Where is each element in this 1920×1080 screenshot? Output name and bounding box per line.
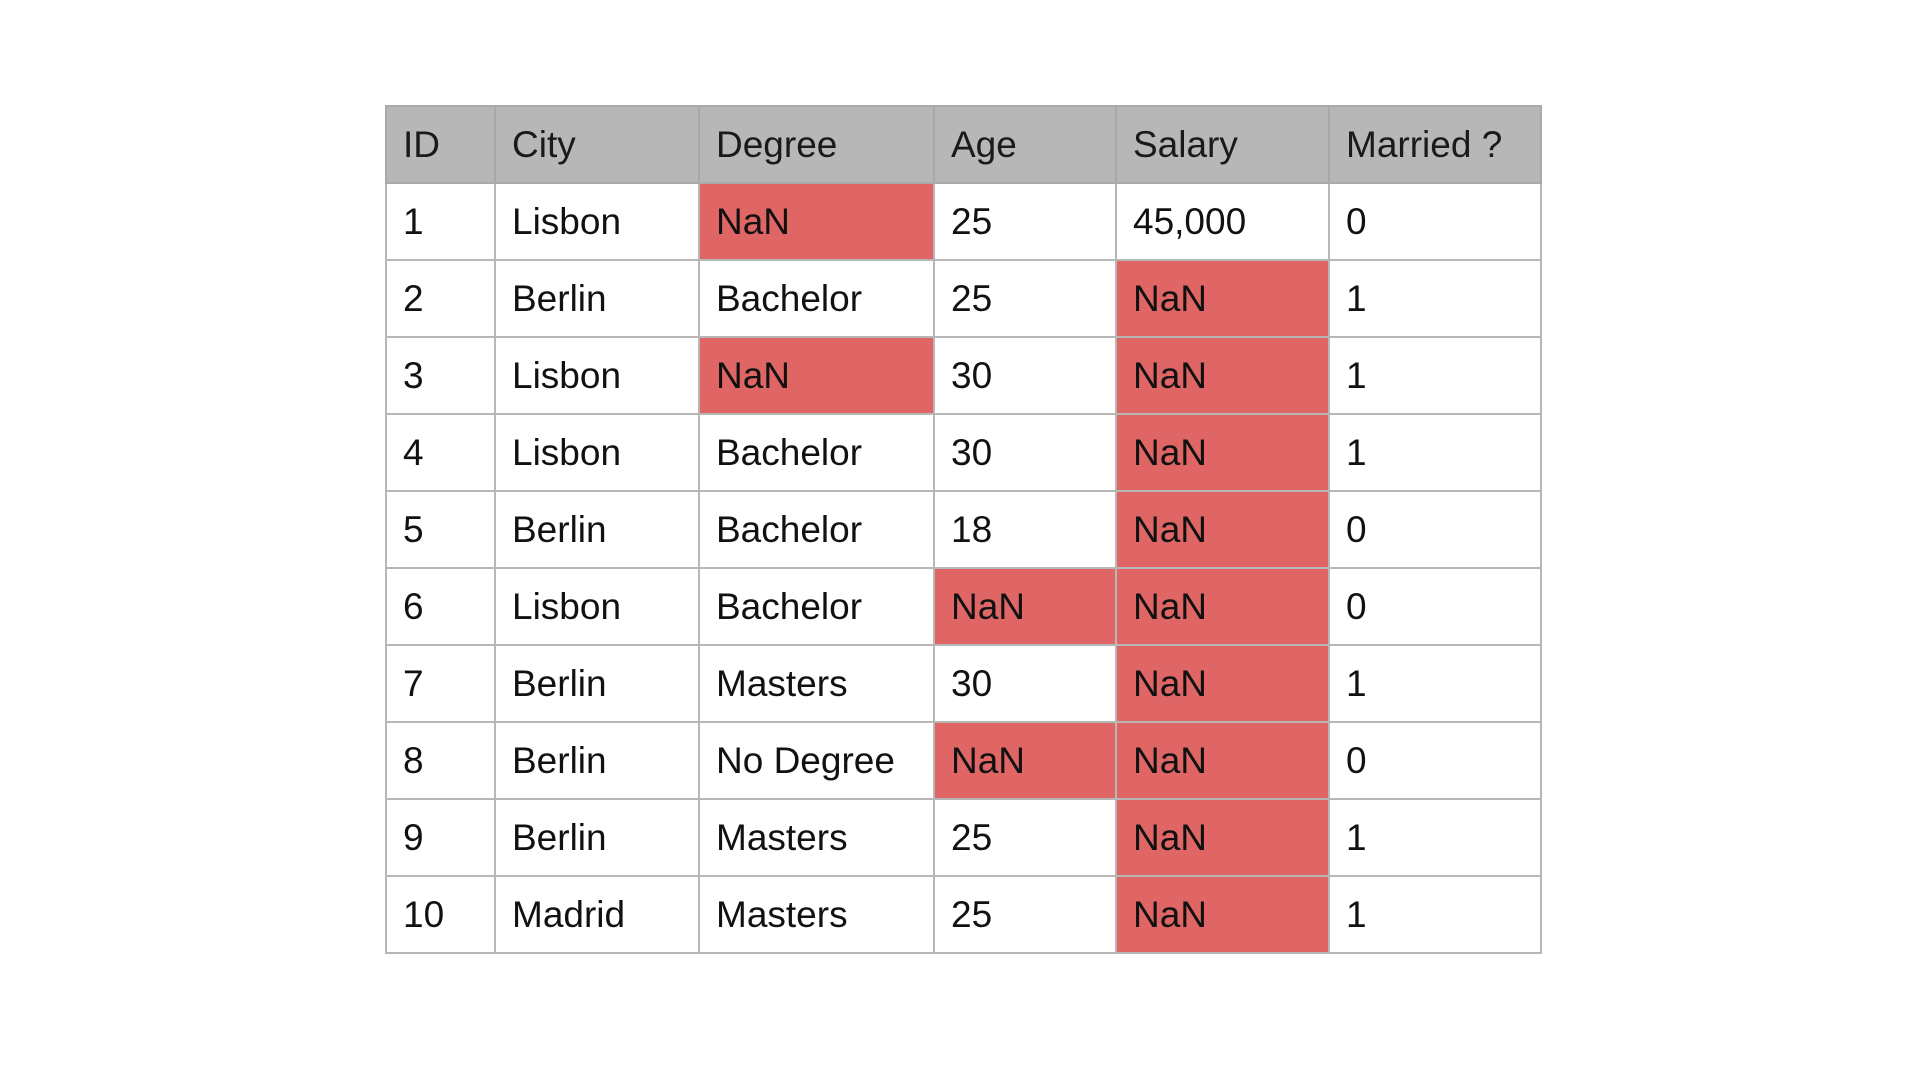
cell-salary: NaN xyxy=(1115,413,1330,492)
table-row: 5 Berlin Bachelor 18 NaN 0 xyxy=(385,490,1542,569)
cell-age: 18 xyxy=(933,490,1117,569)
cell-degree: Masters xyxy=(698,644,935,723)
cell-city: Berlin xyxy=(494,721,700,800)
cell-age: 25 xyxy=(933,875,1117,954)
cell-city: Lisbon xyxy=(494,413,700,492)
table-body: 1 Lisbon NaN 25 45,000 0 2 Berlin Bachelor 25 NaN 1… xyxy=(385,182,1542,954)
cell-salary: NaN xyxy=(1115,336,1330,415)
cell-id: 5 xyxy=(385,490,496,569)
cell-married: 1 xyxy=(1328,413,1542,492)
cell-city: Berlin xyxy=(494,644,700,723)
cell-salary: NaN xyxy=(1115,259,1330,338)
cell-id: 3 xyxy=(385,336,496,415)
table-header: ID City Degree Age Salary Married ? xyxy=(385,105,1542,184)
cell-degree: Bachelor xyxy=(698,567,935,646)
cell-married: 1 xyxy=(1328,875,1542,954)
cell-married: 1 xyxy=(1328,336,1542,415)
cell-degree: Masters xyxy=(698,875,935,954)
cell-id: 2 xyxy=(385,259,496,338)
cell-id: 8 xyxy=(385,721,496,800)
cell-degree: Bachelor xyxy=(698,259,935,338)
cell-salary: NaN xyxy=(1115,798,1330,877)
cell-degree: Bachelor xyxy=(698,490,935,569)
cell-salary: NaN xyxy=(1115,644,1330,723)
table-row: 9 Berlin Masters 25 NaN 1 xyxy=(385,798,1542,877)
cell-id: 9 xyxy=(385,798,496,877)
cell-degree: Masters xyxy=(698,798,935,877)
column-header-degree: Degree xyxy=(698,105,935,184)
cell-age: 30 xyxy=(933,336,1117,415)
table-row: 4 Lisbon Bachelor 30 NaN 1 xyxy=(385,413,1542,492)
table-row: 6 Lisbon Bachelor NaN NaN 0 xyxy=(385,567,1542,646)
cell-id: 6 xyxy=(385,567,496,646)
cell-age: 25 xyxy=(933,182,1117,261)
table-row: 10 Madrid Masters 25 NaN 1 xyxy=(385,875,1542,954)
cell-married: 1 xyxy=(1328,259,1542,338)
table-row: 2 Berlin Bachelor 25 NaN 1 xyxy=(385,259,1542,338)
cell-age: NaN xyxy=(933,721,1117,800)
cell-married: 0 xyxy=(1328,182,1542,261)
cell-id: 7 xyxy=(385,644,496,723)
cell-age: 25 xyxy=(933,798,1117,877)
cell-salary: 45,000 xyxy=(1115,182,1330,261)
cell-salary: NaN xyxy=(1115,875,1330,954)
table-row: 7 Berlin Masters 30 NaN 1 xyxy=(385,644,1542,723)
cell-salary: NaN xyxy=(1115,567,1330,646)
cell-degree: NaN xyxy=(698,182,935,261)
column-header-salary: Salary xyxy=(1115,105,1330,184)
column-header-age: Age xyxy=(933,105,1117,184)
cell-salary: NaN xyxy=(1115,490,1330,569)
cell-id: 4 xyxy=(385,413,496,492)
cell-married: 0 xyxy=(1328,567,1542,646)
column-header-city: City xyxy=(494,105,700,184)
cell-city: Madrid xyxy=(494,875,700,954)
table-row: 8 Berlin No Degree NaN NaN 0 xyxy=(385,721,1542,800)
cell-city: Berlin xyxy=(494,798,700,877)
cell-age: 30 xyxy=(933,413,1117,492)
column-header-id: ID xyxy=(385,105,496,184)
cell-degree: No Degree xyxy=(698,721,935,800)
cell-degree: NaN xyxy=(698,336,935,415)
table-row: 3 Lisbon NaN 30 NaN 1 xyxy=(385,336,1542,415)
table-row: 1 Lisbon NaN 25 45,000 0 xyxy=(385,182,1542,261)
cell-city: Berlin xyxy=(494,490,700,569)
column-header-married: Married ? xyxy=(1328,105,1542,184)
data-table: ID City Degree Age Salary Married ? 1 Lisbon Na… xyxy=(385,105,1542,954)
cell-married: 1 xyxy=(1328,798,1542,877)
cell-salary: NaN xyxy=(1115,721,1330,800)
cell-age: 30 xyxy=(933,644,1117,723)
header-row: ID City Degree Age Salary Married ? xyxy=(385,105,1542,184)
cell-married: 0 xyxy=(1328,721,1542,800)
cell-married: 0 xyxy=(1328,490,1542,569)
cell-id: 10 xyxy=(385,875,496,954)
cell-city: Lisbon xyxy=(494,182,700,261)
cell-married: 1 xyxy=(1328,644,1542,723)
cell-city: Berlin xyxy=(494,259,700,338)
cell-age: NaN xyxy=(933,567,1117,646)
cell-id: 1 xyxy=(385,182,496,261)
cell-city: Lisbon xyxy=(494,567,700,646)
cell-age: 25 xyxy=(933,259,1117,338)
cell-city: Lisbon xyxy=(494,336,700,415)
cell-degree: Bachelor xyxy=(698,413,935,492)
